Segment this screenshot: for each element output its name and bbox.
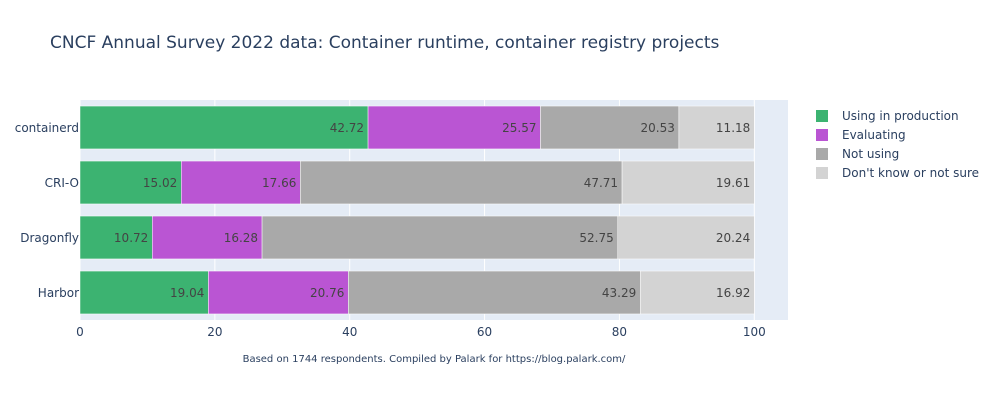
- bar-value-label: 16.28: [224, 231, 258, 245]
- legend-item[interactable]: Evaluating: [816, 125, 979, 144]
- bar-value-label: 43.29: [602, 286, 636, 300]
- y-tick-label: Dragonfly: [20, 231, 79, 245]
- legend-swatch: [816, 128, 828, 141]
- legend-swatch: [816, 147, 828, 160]
- bar-value-label: 42.72: [330, 121, 364, 135]
- bar-value-label: 17.66: [262, 176, 296, 190]
- y-tick-label: CRI-O: [45, 176, 79, 190]
- bar-segment: [617, 215, 755, 260]
- x-tick-label: 80: [612, 325, 627, 339]
- x-tick-label: 40: [342, 325, 357, 339]
- x-tick-label: 20: [207, 325, 222, 339]
- bar-value-label: 20.24: [716, 231, 750, 245]
- legend-item[interactable]: Using in production: [816, 106, 979, 125]
- x-tick-label: 60: [477, 325, 492, 339]
- bar-segment: [678, 105, 755, 150]
- bar-segment: [79, 160, 182, 205]
- chart-title: CNCF Annual Survey 2022 data: Container …: [50, 33, 720, 53]
- legend-swatch: [816, 166, 828, 179]
- legend-item[interactable]: Not using: [816, 144, 979, 163]
- bar-value-label: 20.53: [641, 121, 675, 135]
- bar-segment: [181, 160, 301, 205]
- bar-value-label: 47.71: [584, 176, 618, 190]
- bar-value-label: 10.72: [114, 231, 148, 245]
- bar-segment: [152, 215, 263, 260]
- legend-swatch: [816, 109, 828, 122]
- bar-value-label: 19.61: [716, 176, 750, 190]
- x-axis: 0 20 40 60 80 100: [76, 325, 766, 339]
- bar-value-label: 25.57: [502, 121, 536, 135]
- bar-segment: [261, 215, 618, 260]
- x-tick-label: 0: [76, 325, 84, 339]
- legend-label: Using in production: [842, 108, 959, 123]
- bar-value-label: 16.92: [716, 286, 750, 300]
- legend-label: Evaluating: [842, 127, 906, 142]
- y-tick-label: containerd: [15, 121, 79, 135]
- bar-segment: [640, 270, 755, 315]
- bar-segment: [208, 270, 349, 315]
- bar-segment: [79, 105, 369, 150]
- bar-segment: [300, 160, 623, 205]
- legend-label: Not using: [842, 146, 900, 161]
- x-tick-label: 100: [743, 325, 766, 339]
- legend-item[interactable]: Don't know or not sure: [816, 163, 979, 182]
- bar-segment: [621, 160, 755, 205]
- bar-value-label: 15.02: [143, 176, 177, 190]
- legend-label: Don't know or not sure: [842, 165, 979, 180]
- footnote: Based on 1744 respondents. Compiled by P…: [242, 354, 626, 365]
- bar-segment: [79, 215, 153, 260]
- y-tick-label: Harbor: [38, 286, 79, 300]
- y-axis: containerd CRI-O Dragonfly Harbor: [15, 121, 79, 300]
- bar-value-label: 20.76: [310, 286, 344, 300]
- bar-value-label: 52.75: [579, 231, 613, 245]
- bar-segment: [367, 105, 541, 150]
- bar-segment: [79, 270, 209, 315]
- bars: [79, 105, 755, 315]
- legend[interactable]: Using in production Evaluating Not using Do…: [816, 106, 979, 182]
- bar-value-label: 19.04: [170, 286, 204, 300]
- data-labels: 42.72 25.57 20.53 11.18 15.02 17.66 47.71 19.61…: [114, 121, 750, 300]
- bar-segment: [348, 270, 641, 315]
- bar-value-label: 11.18: [716, 121, 750, 135]
